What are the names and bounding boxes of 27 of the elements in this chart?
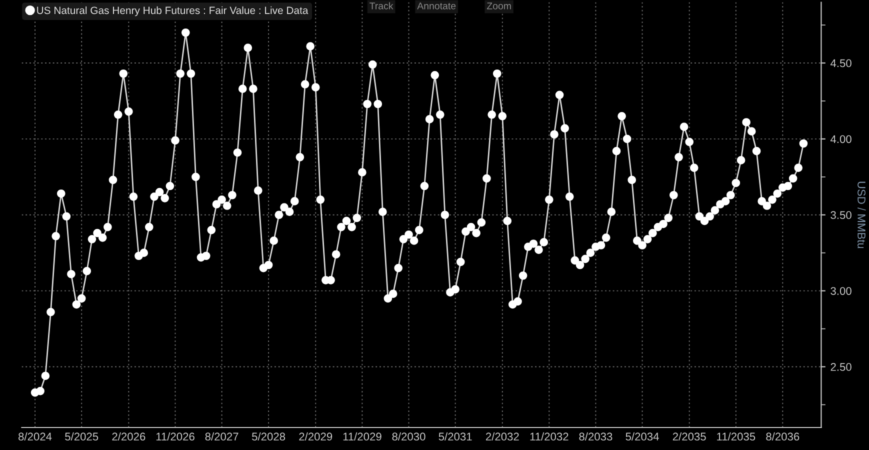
x-tick-label: 2/2029 [299,432,332,441]
x-tick-label: 2/2026 [112,432,146,441]
x-tick-label: 11/2035 [717,432,756,441]
y-axis-title: USD / MMBtu [858,182,866,248]
legend-label: US Natural Gas Henry Hub Futures : Fair Value : Live Data [37,6,308,16]
x-tick-label: 11/2026 [156,432,194,441]
x-tick-label: 5/2034 [626,432,659,441]
x-tick-label: 5/2028 [252,432,286,441]
annotation: Zoom [486,2,511,10]
x-tick-label: 5/2025 [65,432,98,441]
y-tick-label: 3.50 [830,211,852,220]
annotation: Annotate [417,2,456,10]
x-tick-label: 2/2035 [672,432,706,441]
x-tick-label: 8/2036 [766,432,800,441]
annotation: Track [370,2,394,10]
x-tick-label: 8/2027 [205,432,238,441]
y-tick-label: 4.50 [830,59,852,68]
y-tick-label: 3.00 [830,287,852,295]
x-tick-label: 5/2031 [438,432,472,441]
y-tick-label: 2.50 [830,363,852,371]
x-tick-label: 2/2032 [486,432,519,441]
x-tick-label: 11/2032 [530,432,568,441]
x-tick-label: 8/2024 [18,432,52,441]
x-tick-label: 8/2033 [579,432,612,441]
x-tick-label: 8/2030 [392,432,426,441]
y-tick-label: 4.00 [830,135,852,144]
x-tick-label: 11/2029 [343,432,382,441]
